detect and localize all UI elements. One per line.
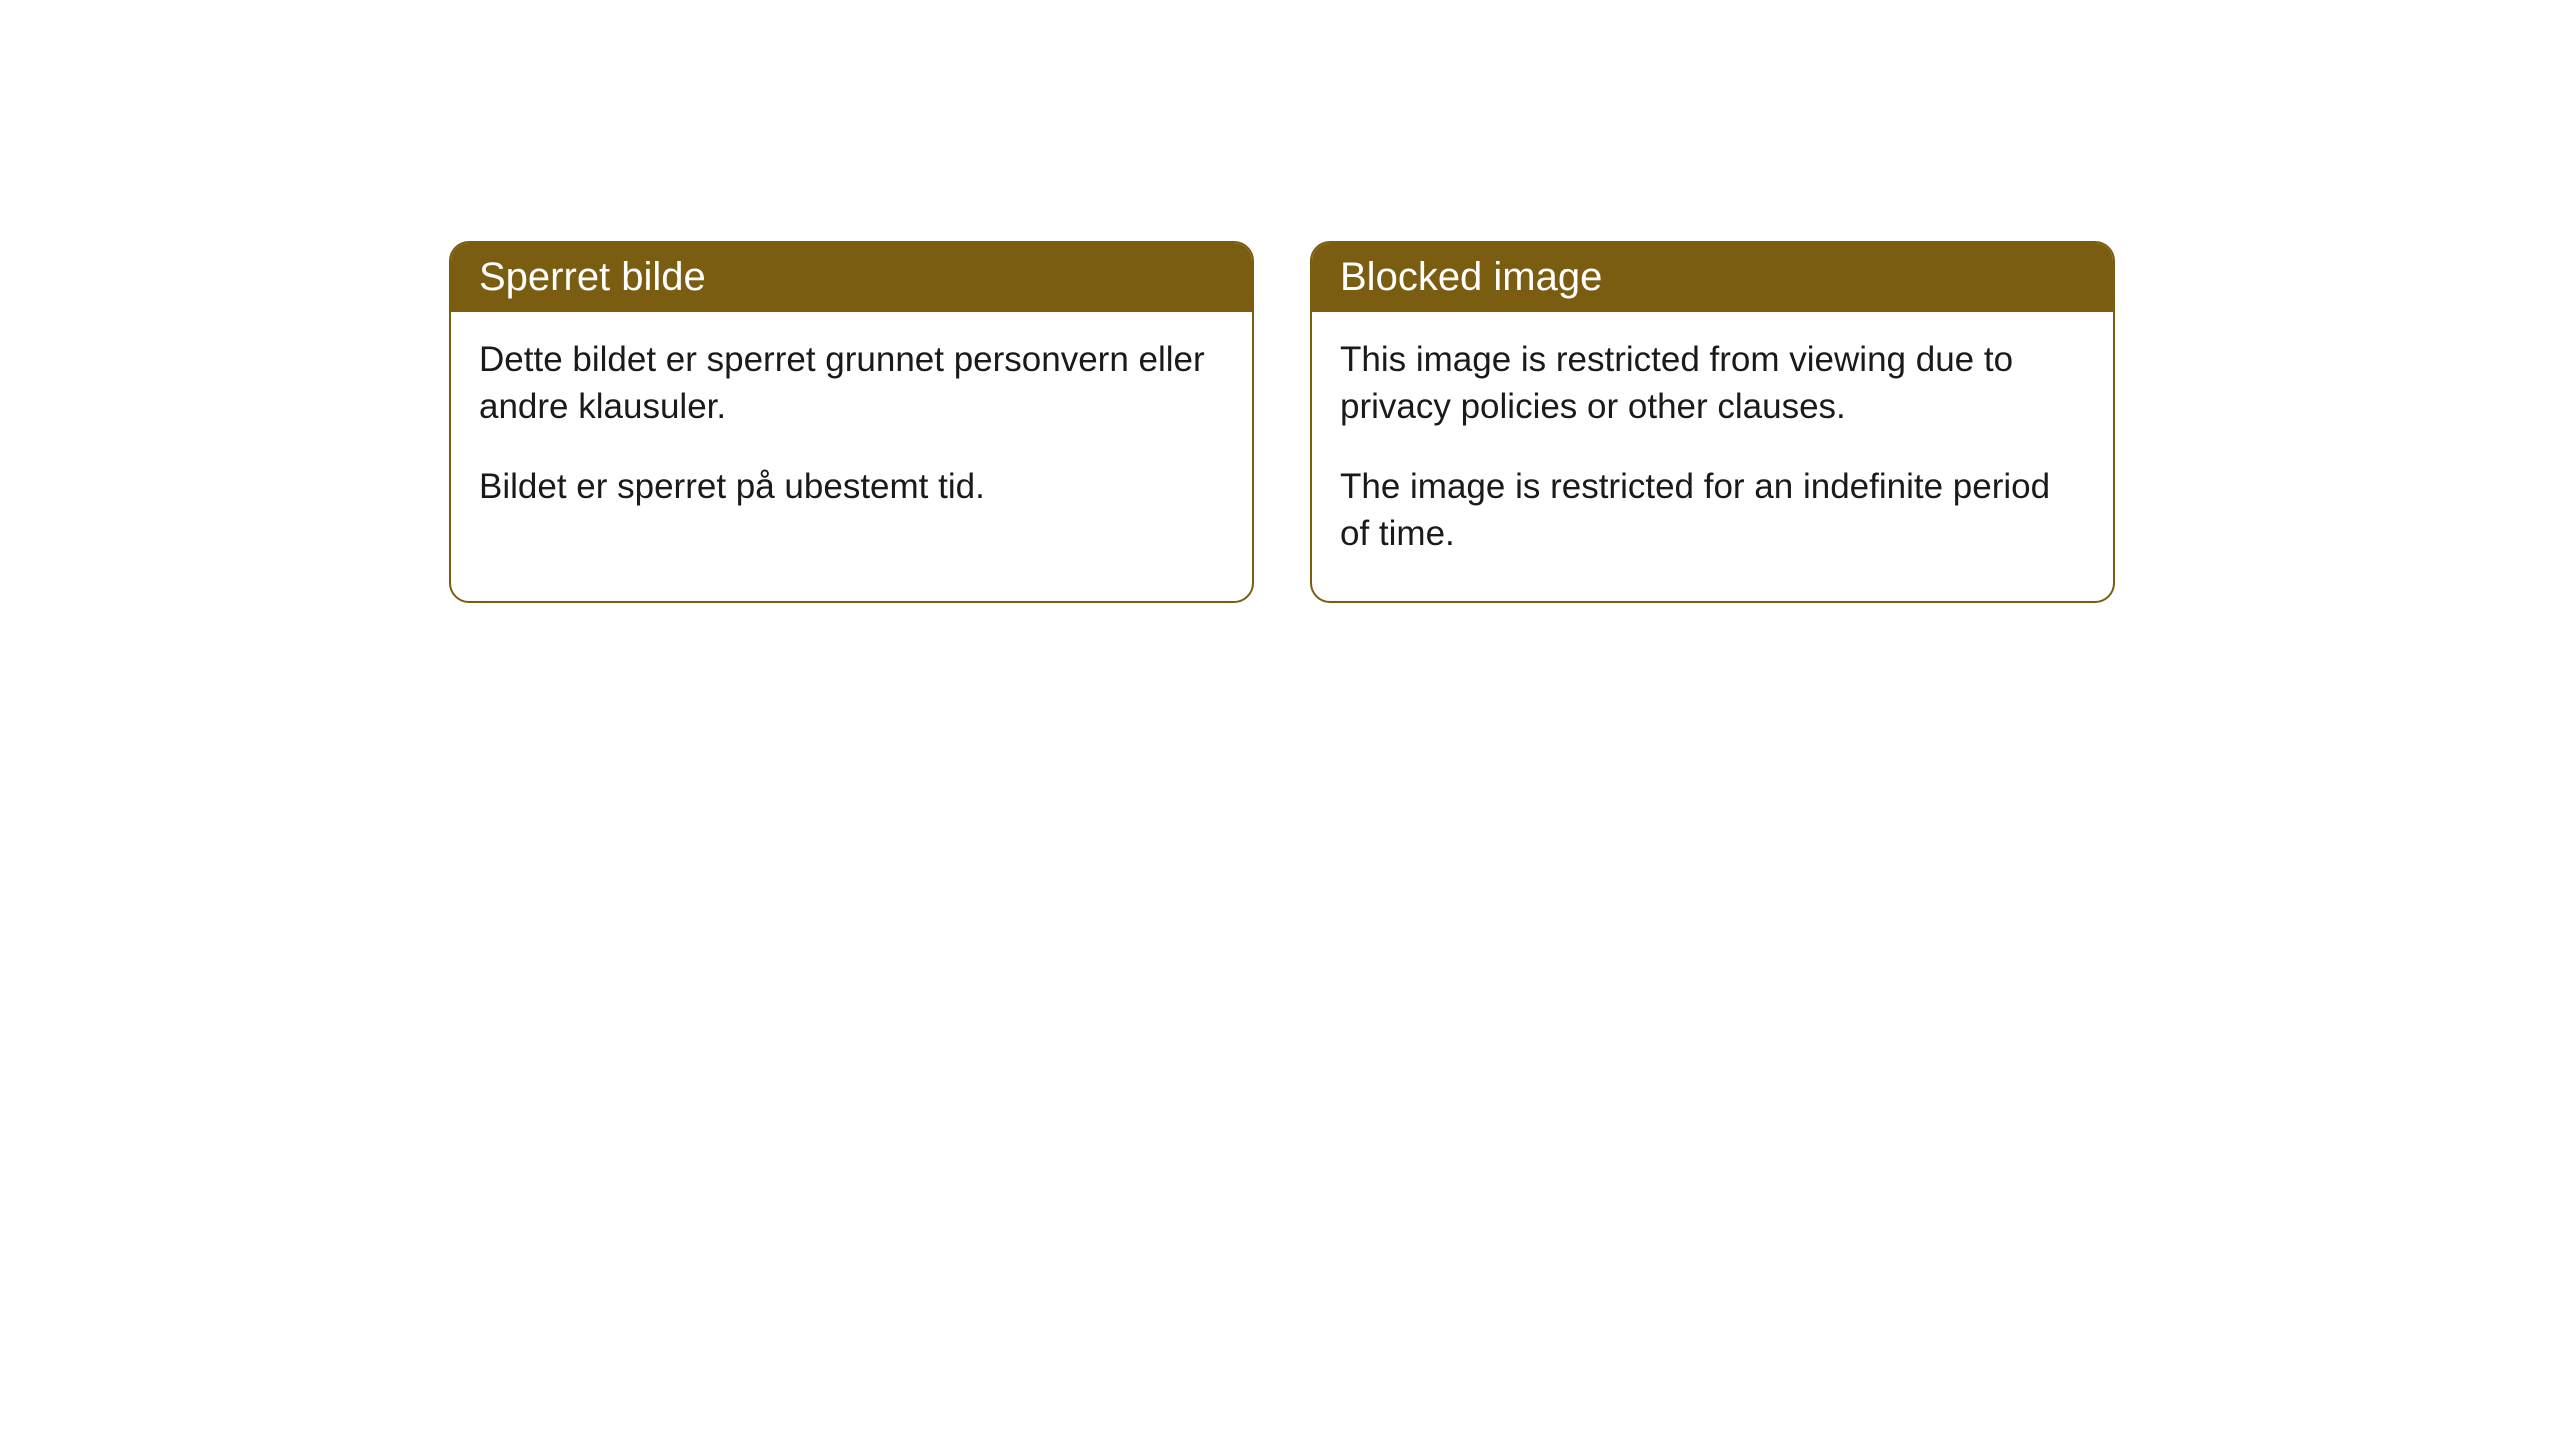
card-paragraph: The image is restricted for an indefinit… <box>1340 463 2085 558</box>
card-body: This image is restricted from viewing du… <box>1312 312 2113 601</box>
notice-cards-container: Sperret bilde Dette bildet er sperret gr… <box>449 241 2115 603</box>
blocked-image-card-en: Blocked image This image is restricted f… <box>1310 241 2115 603</box>
card-paragraph: This image is restricted from viewing du… <box>1340 336 2085 431</box>
card-body: Dette bildet er sperret grunnet personve… <box>451 312 1252 554</box>
card-paragraph: Dette bildet er sperret grunnet personve… <box>479 336 1224 431</box>
card-paragraph: Bildet er sperret på ubestemt tid. <box>479 463 1224 510</box>
card-title: Sperret bilde <box>451 243 1252 312</box>
blocked-image-card-no: Sperret bilde Dette bildet er sperret gr… <box>449 241 1254 603</box>
card-title: Blocked image <box>1312 243 2113 312</box>
